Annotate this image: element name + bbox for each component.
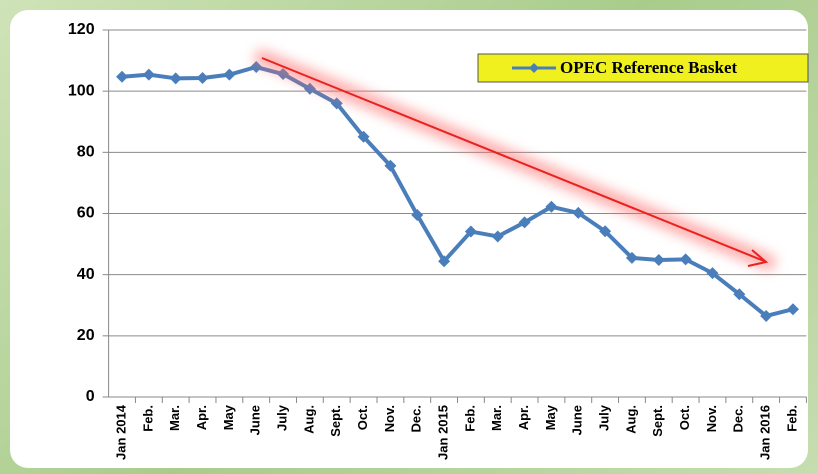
x-tick-label: Jan 2016 <box>758 405 773 460</box>
data-point <box>491 230 504 243</box>
x-tick-label: Mar. <box>489 405 504 431</box>
data-point <box>330 97 343 110</box>
data-point <box>786 303 799 316</box>
data-point <box>706 267 719 280</box>
x-tick-label: Apr. <box>516 405 531 430</box>
x-tick-label: Dec. <box>731 405 746 432</box>
data-point <box>116 70 129 83</box>
data-point <box>599 225 612 238</box>
x-tick-label: Sept. <box>328 405 343 437</box>
x-tick-label: June <box>248 405 263 435</box>
x-tick-label: Feb. <box>462 405 477 432</box>
x-tick-label: Mar. <box>167 405 182 431</box>
x-tick-label: Nov. <box>704 405 719 432</box>
x-tick-label: Oct. <box>355 405 370 430</box>
x-tick-label: Aug. <box>301 405 316 434</box>
data-point <box>652 253 665 266</box>
x-tick-label: May <box>543 404 558 430</box>
y-tick-label: 100 <box>68 82 95 99</box>
legend-marker <box>529 63 539 73</box>
plot-area: 0 20 40 60 80 100 120 Jan 2014 Feb. Mar. Apr. May Ju… <box>68 21 807 460</box>
data-point <box>384 159 397 172</box>
data-point <box>464 225 477 238</box>
y-tick-label: 80 <box>77 144 95 161</box>
data-point <box>545 200 558 213</box>
x-tick-label: Dec. <box>409 405 424 432</box>
x-tick-label: July <box>597 404 612 431</box>
x-tick-label: Jan 2014 <box>113 404 128 460</box>
x-tick-label: Sept. <box>650 405 665 437</box>
data-point <box>760 309 773 322</box>
data-point <box>679 253 692 266</box>
x-tick-label: July <box>274 404 289 431</box>
y-tick-label: 20 <box>77 327 95 344</box>
data-point <box>223 68 236 81</box>
x-tick-label: Nov. <box>382 405 397 432</box>
data-point <box>169 72 182 85</box>
data-point <box>142 68 155 81</box>
y-tick-label: 0 <box>86 388 95 405</box>
data-point <box>572 206 585 219</box>
x-tick-label: Aug. <box>623 405 638 434</box>
data-point <box>518 216 531 229</box>
data-point <box>438 255 451 268</box>
x-tick-label: Feb. <box>784 405 799 432</box>
x-tick-label: May <box>221 404 236 430</box>
data-point <box>411 209 424 222</box>
x-tick-label: Apr. <box>194 405 209 430</box>
x-tick-label: Jan 2015 <box>436 405 451 460</box>
trend-arrow-head <box>747 249 769 267</box>
y-tick-label: 40 <box>77 266 95 283</box>
trend-arrow <box>261 57 765 262</box>
y-tick-label: 60 <box>77 205 95 222</box>
x-tick-label: Feb. <box>140 405 155 432</box>
data-point <box>733 288 746 301</box>
data-point <box>196 72 209 85</box>
data-point <box>625 251 638 264</box>
x-tick-label: Oct. <box>677 405 692 430</box>
data-point <box>357 130 370 143</box>
y-tick-label: 120 <box>68 21 95 38</box>
x-tick-label: June <box>570 405 585 435</box>
legend-label: OPEC Reference Basket <box>560 58 738 77</box>
panel <box>10 10 808 468</box>
